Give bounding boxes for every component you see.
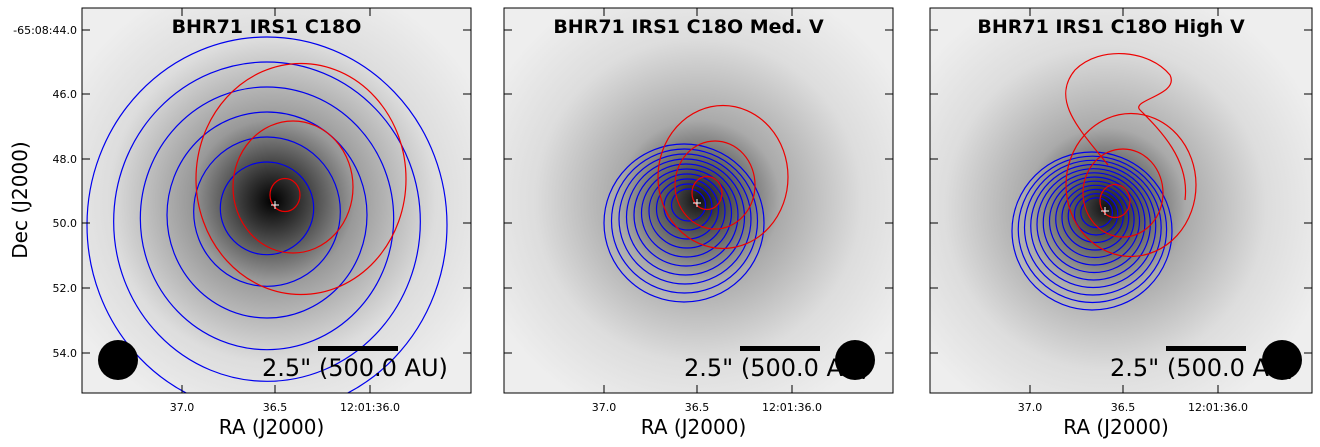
panel: 2.5" (500.0 AU): [82, 8, 471, 393]
blue-contour: [166, 111, 368, 319]
scale-bar: [740, 346, 820, 351]
x-tick-label: 37.0: [170, 401, 195, 414]
x-tick-label: 12:01:36.0: [1188, 401, 1248, 414]
image: [930, 8, 1312, 393]
scale-bar-label: 2.5" (500.0 AU): [262, 354, 448, 382]
scale-bar: [318, 346, 398, 351]
beam: [1262, 340, 1302, 380]
image: [504, 8, 893, 393]
red-contour: [674, 140, 756, 230]
panel-title: BHR71 IRS1 C18O: [172, 16, 362, 38]
frame: [503, 7, 894, 394]
y-axis-label: Dec (J2000): [8, 141, 32, 258]
frame: [929, 7, 1313, 394]
red-contour: [269, 177, 301, 213]
beam: [835, 340, 875, 380]
beam: [98, 340, 138, 380]
blue-contour: [1042, 172, 1146, 274]
red-contour: [1065, 52, 1187, 201]
red-contour: [1099, 183, 1131, 219]
blue-contour: [1017, 155, 1168, 304]
red-contour: [232, 120, 354, 254]
image: [82, 8, 471, 393]
y-tick-label: 52.0: [53, 282, 78, 295]
blue-contour: [625, 158, 746, 276]
blue-contour: [655, 178, 720, 240]
panel: 2.5" (500.0 AU): [930, 8, 1312, 393]
panel-title: BHR71 IRS1 C18O Med. V: [553, 16, 824, 38]
x-tick-label: 37.0: [1018, 401, 1043, 414]
x-axis-label: RA (J2000): [1063, 415, 1169, 439]
blue-contour: [640, 168, 733, 258]
blue-contour: [86, 36, 448, 393]
blue-contour: [1048, 176, 1141, 266]
x-tick-label: 36.5: [685, 401, 710, 414]
x-tick-label: 36.5: [263, 401, 288, 414]
blue-contour: [1073, 193, 1119, 236]
blue-contour: [648, 173, 726, 249]
blue-contour: [113, 61, 421, 382]
y-tick-label: 50.0: [53, 217, 78, 230]
x-tick-label: 12:01:36.0: [762, 401, 822, 414]
scale-bar: [1166, 346, 1246, 351]
frame: [81, 7, 472, 394]
blue-contour: [139, 86, 395, 351]
panel-title: BHR71 IRS1 C18O High V: [977, 16, 1245, 38]
blue-contour: [1011, 151, 1173, 311]
x-tick-label: 37.0: [592, 401, 617, 414]
x-axis-label: RA (J2000): [641, 415, 747, 439]
blue-contour: [1067, 188, 1124, 244]
red-contour: [691, 175, 723, 211]
x-tick-label: 36.5: [1111, 401, 1136, 414]
y-tick-label: 54.0: [53, 347, 78, 360]
blue-contour: [1023, 159, 1162, 296]
red-contour: [1065, 112, 1197, 258]
blue-contour: [670, 188, 707, 222]
y-tick-label: -65:08:44.0: [13, 24, 77, 37]
y-tick-label: 46.0: [53, 88, 78, 101]
x-axis-label: RA (J2000): [219, 415, 325, 439]
blue-contour: [610, 148, 759, 294]
red-contour: [1082, 148, 1164, 238]
x-tick-label: 12:01:36.0: [340, 401, 400, 414]
panel: 2.5" (500.0 AU): [504, 8, 893, 393]
blue-contour: [1061, 184, 1130, 251]
blue-contour: [603, 143, 765, 303]
blue-contour: [633, 163, 739, 267]
blue-contour: [1080, 197, 1114, 229]
blue-contour: [219, 161, 315, 256]
blue-contour: [193, 136, 341, 287]
red-contour: [195, 62, 407, 296]
blue-contour: [618, 153, 752, 285]
blue-contour: [1055, 180, 1135, 259]
y-tick-label: 48.0: [53, 153, 78, 166]
red-contour: [657, 104, 789, 250]
